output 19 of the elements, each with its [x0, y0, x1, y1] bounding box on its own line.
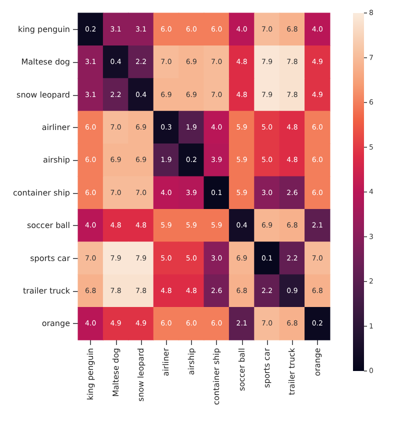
y-tick-label: orange	[42, 319, 70, 328]
y-tick-label: snow leopard	[16, 90, 70, 100]
x-tick-label: snow leopard	[136, 348, 146, 402]
y-tick-label: king penguin	[18, 24, 70, 34]
x-tick-label: trailer truck	[288, 348, 297, 396]
x-tick-label: airship	[186, 348, 196, 375]
x-tick-label: sports car	[262, 347, 272, 388]
x-tick-label: container ship	[212, 348, 222, 405]
x-tick-label: Maltese dog	[111, 348, 120, 397]
y-tick-label: sports car	[30, 254, 71, 263]
y-tick-label: airship	[43, 156, 70, 165]
y-tick-label: trailer truck	[22, 286, 70, 296]
x-tick-label: soccer ball	[237, 348, 246, 392]
x-tick-label: orange	[312, 348, 322, 376]
x-tick-label: airliner	[162, 347, 171, 376]
y-tick-label: soccer ball	[26, 221, 70, 230]
y-tick-label: Maltese dog	[21, 58, 70, 67]
y-tick-label: container ship	[13, 188, 70, 198]
y-tick-label: airliner	[42, 122, 71, 132]
